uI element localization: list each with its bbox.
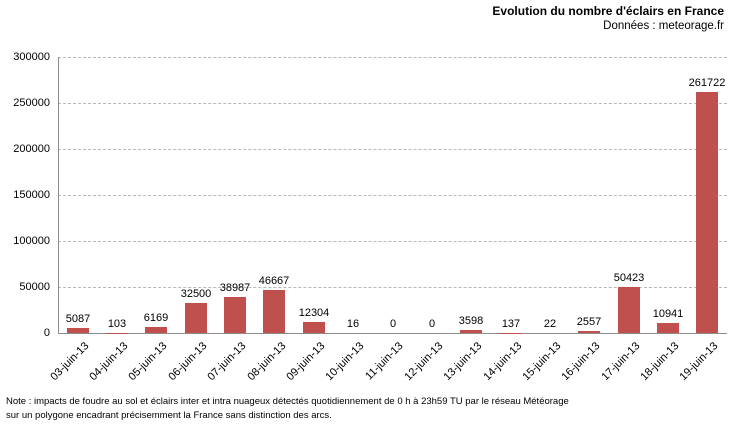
bar-value-label: 10941 [652, 308, 684, 320]
bar-value-label: 2557 [576, 316, 602, 328]
gridline [58, 241, 727, 242]
bar [618, 286, 640, 333]
bar [224, 297, 246, 333]
gridline [58, 103, 727, 104]
footnote-line-2: sur un polygone encadrant précisemment l… [6, 409, 332, 421]
bar [263, 290, 285, 333]
x-axis-label: 16-juin-13 [559, 340, 603, 384]
bar-value-label: 137 [501, 318, 521, 330]
bar-value-label: 22 [543, 318, 557, 330]
bar-value-label: 50423 [613, 272, 645, 284]
chart-title: Evolution du nombre d'éclairs en France [492, 4, 724, 18]
bar-value-label: 103 [107, 318, 127, 330]
x-axis-label: 06-juin-13 [166, 340, 210, 384]
bar [145, 327, 167, 333]
x-axis-label: 19-juin-13 [677, 340, 721, 384]
chart-subtitle: Données : meteorage.fr [603, 20, 724, 32]
x-axis-label: 11-juin-13 [363, 340, 406, 383]
x-axis-label: 04-juin-13 [87, 340, 131, 384]
chart-header: Evolution du nombre d'éclairs en France … [492, 4, 724, 34]
y-axis-label: 250000 [13, 97, 50, 109]
bar-value-label: 32500 [180, 288, 212, 300]
bar [578, 330, 600, 333]
bar-value-label: 16 [346, 318, 360, 330]
bar-value-label: 5087 [65, 313, 91, 325]
x-axis-label: 10-juin-13 [323, 340, 367, 384]
y-axis-label: 50000 [19, 281, 50, 293]
bar-value-label: 46667 [258, 275, 290, 287]
y-axis-label: 150000 [13, 189, 50, 201]
x-axis-line [58, 333, 727, 334]
bar [460, 329, 482, 333]
x-axis-label: 07-juin-13 [205, 340, 249, 384]
y-axis-line [58, 57, 59, 333]
x-axis-label: 18-juin-13 [638, 340, 682, 384]
bar-value-label: 0 [428, 318, 436, 330]
footnote-line-1: Note : impacts de foudre au sol et éclai… [6, 396, 569, 407]
x-axis-label: 12-juin-13 [402, 340, 446, 384]
bar-value-label: 12304 [298, 307, 330, 319]
y-axis-label: 100000 [13, 235, 50, 247]
gridline [58, 287, 727, 288]
bar [303, 321, 325, 333]
gridline [58, 149, 727, 150]
bar-value-label: 38987 [219, 282, 251, 294]
bar [67, 328, 89, 333]
footnote: Note : impacts de foudre au sol et éclai… [6, 395, 569, 422]
x-axis-label: 03-juin-13 [48, 340, 92, 384]
y-axis-label: 200000 [13, 143, 50, 155]
gridline [58, 57, 727, 58]
x-axis-label: 14-juin-13 [480, 340, 525, 384]
x-axis-label: 17-juin-13 [599, 340, 643, 384]
x-axis-label: 13-juin-13 [441, 340, 485, 384]
bar [696, 92, 718, 333]
x-axis-label: 09-juin-13 [284, 340, 328, 384]
gridline [58, 195, 727, 196]
bar [657, 322, 679, 333]
bar [185, 303, 207, 333]
y-axis-label: 0 [43, 327, 50, 339]
bar-value-label: 6169 [143, 312, 169, 324]
x-axis-label: 08-juin-13 [244, 340, 288, 384]
y-axis-label: 300000 [13, 51, 50, 63]
x-axis-label: 05-juin-13 [126, 340, 170, 384]
bar-value-label: 3598 [458, 315, 484, 327]
bar-value-label: 0 [389, 318, 397, 330]
bar-value-label: 261722 [688, 77, 726, 89]
x-axis-label: 15-juin-13 [520, 340, 564, 384]
